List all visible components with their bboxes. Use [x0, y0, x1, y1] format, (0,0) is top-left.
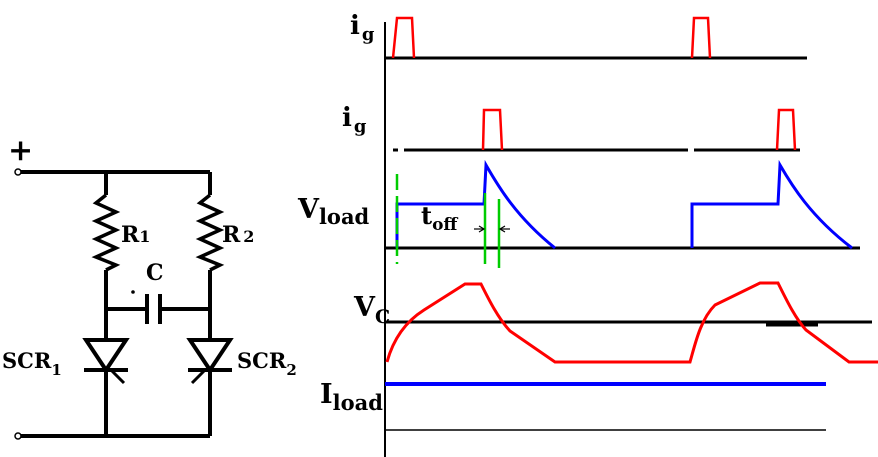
vc-trace — [385, 281, 878, 364]
toff-arrow-left-head — [478, 225, 486, 233]
ig1-trace — [385, 16, 807, 60]
r1-resistor — [91, 193, 121, 272]
toff-label: toff — [421, 201, 458, 235]
vload-waveform — [395, 159, 556, 250]
iload-trace — [385, 382, 826, 431]
vc-waveform — [385, 281, 878, 364]
ig2-trace — [393, 108, 800, 152]
vload-trace — [385, 159, 860, 268]
scr2-label: SCR2 — [237, 348, 297, 379]
capacitor-label: C — [146, 260, 164, 286]
ig2-pulse-2 — [775, 108, 797, 151]
vc-label: VC — [353, 292, 390, 328]
bottom-terminal — [14, 432, 22, 440]
scr1-gate — [109, 368, 126, 385]
r2-resistor — [195, 193, 225, 272]
plus-sign: + — [8, 133, 33, 168]
vload-waveform-2 — [690, 159, 853, 250]
scr2-triangle — [186, 338, 234, 374]
scr1-triangle — [82, 338, 130, 374]
r1-label: R1 — [121, 222, 150, 248]
circuit-schematic — [20, 170, 234, 438]
scr1-label: SCR1 — [2, 348, 62, 379]
toff-arrow-right-head — [498, 225, 506, 233]
top-terminal — [14, 168, 22, 176]
ig2-pulse — [481, 108, 504, 151]
ig1-pulse — [391, 16, 416, 59]
scr2-gate — [190, 368, 207, 385]
ig1-pulse-2 — [690, 16, 712, 59]
iload-label: Iload — [320, 379, 383, 415]
capacitor-polarity-dot — [131, 290, 135, 294]
vload-label: Vload — [297, 194, 370, 229]
